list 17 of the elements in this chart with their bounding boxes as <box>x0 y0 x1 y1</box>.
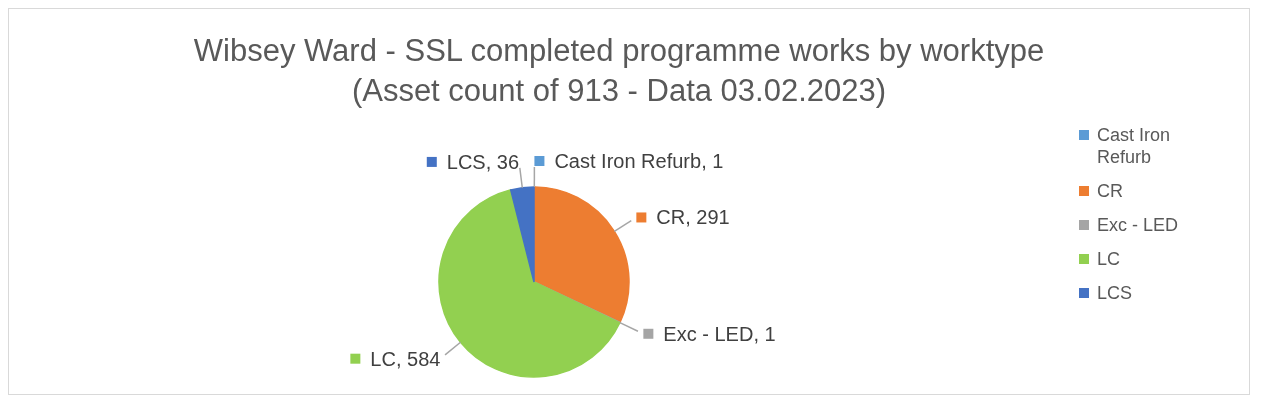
category-label: LC <box>1097 249 1121 269</box>
category-label: Cast Iron Refurb <box>1097 125 1171 167</box>
legend-label: LCS <box>446 150 486 173</box>
data-label: , 291 <box>685 206 730 229</box>
legend-label: CR <box>656 206 686 229</box>
data-label: , 1 <box>753 322 776 345</box>
legend-label: LC <box>370 347 396 370</box>
data-label: , 1 <box>701 150 724 172</box>
data-label: , 36 <box>485 150 520 173</box>
data-label: , 584 <box>395 347 441 370</box>
category-label: LCS <box>1097 283 1133 303</box>
chart-subtitle: (Asset count of 913 - Data 03.02.2023) <box>350 72 888 110</box>
chart-title: Wibsey Ward - SSL completed programme works by worktype <box>192 32 1046 70</box>
legend-label: Cast Iron Refurb <box>554 150 702 172</box>
category-label: CR <box>1097 181 1123 201</box>
category-label: Exc - LED <box>1097 215 1179 235</box>
legend-label: Exc - LED <box>663 322 754 345</box>
